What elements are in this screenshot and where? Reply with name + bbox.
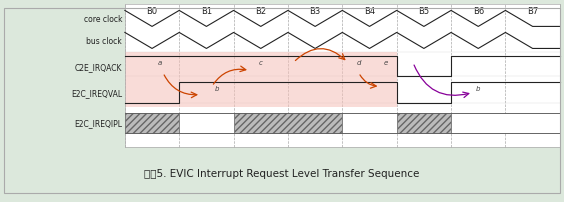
Text: B0: B0 [147,7,157,16]
Text: d: d [356,60,361,66]
Text: core clock: core clock [83,15,122,24]
Text: C2E_IRQACK: C2E_IRQACK [74,63,122,72]
Text: b: b [476,86,481,92]
Text: a: a [158,60,162,66]
Text: B2: B2 [255,7,266,16]
Bar [342,113,396,133]
Bar [179,113,233,133]
Bar [125,53,396,107]
Text: b: b [215,86,219,92]
Text: B5: B5 [418,7,429,16]
Text: E2C_IREQVAL: E2C_IREQVAL [71,88,122,98]
Text: e: e [384,60,388,66]
Text: c: c [259,60,263,66]
Text: B4: B4 [364,7,375,16]
Bar [125,5,560,147]
Text: E2C_IREQIPL: E2C_IREQIPL [74,118,122,127]
Bar [451,113,560,133]
Text: B6: B6 [473,7,484,16]
Text: B3: B3 [310,7,321,16]
Text: 图袈5. EVIC Interrupt Request Level Transfer Sequence: 图袈5. EVIC Interrupt Request Level Transf… [144,168,420,178]
Text: bus clock: bus clock [86,37,122,46]
Bar [233,113,342,133]
Text: B1: B1 [201,7,212,16]
Bar [396,113,451,133]
Text: B7: B7 [527,7,538,16]
Bar [125,113,179,133]
